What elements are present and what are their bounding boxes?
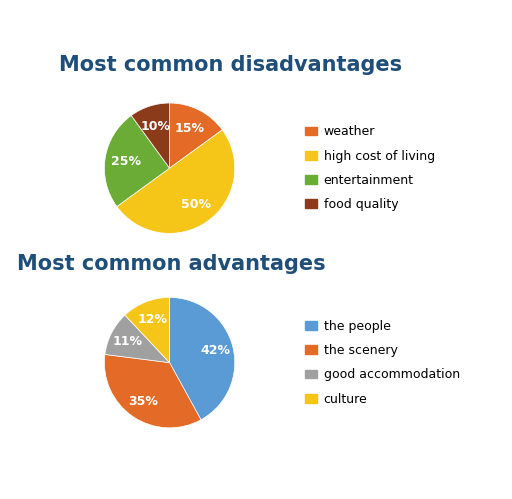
Legend: the people, the scenery, good accommodation, culture: the people, the scenery, good accommodat… [300, 315, 465, 411]
Text: 15%: 15% [175, 122, 205, 135]
Text: 42%: 42% [200, 344, 230, 357]
Text: 12%: 12% [137, 312, 167, 325]
Text: Most common advantages: Most common advantages [17, 254, 326, 274]
Text: 10%: 10% [141, 120, 171, 133]
Text: 11%: 11% [113, 335, 143, 348]
Text: 50%: 50% [181, 198, 210, 211]
Wedge shape [104, 354, 201, 428]
Wedge shape [169, 297, 235, 420]
Legend: weather, high cost of living, entertainment, food quality: weather, high cost of living, entertainm… [300, 120, 440, 216]
Text: 25%: 25% [111, 155, 141, 168]
Text: Most common disadvantages: Most common disadvantages [59, 55, 402, 75]
Wedge shape [125, 297, 169, 363]
Wedge shape [104, 115, 169, 207]
Wedge shape [117, 130, 235, 234]
Wedge shape [169, 103, 222, 168]
Wedge shape [131, 103, 169, 168]
Text: 35%: 35% [129, 395, 158, 408]
Wedge shape [105, 315, 169, 363]
